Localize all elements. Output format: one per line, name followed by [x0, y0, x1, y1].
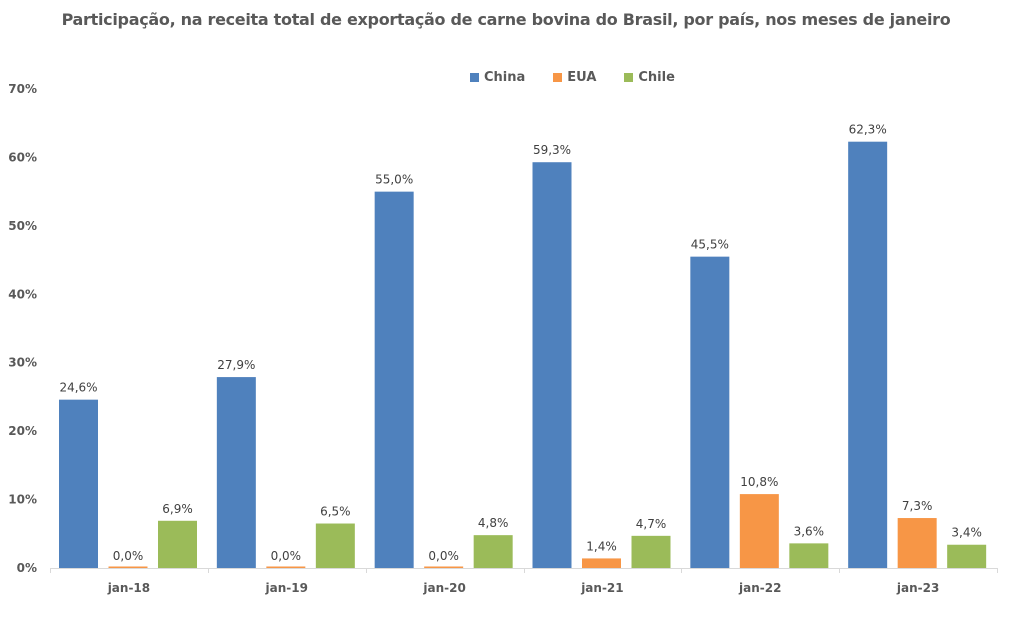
- data-label: 0,0%: [113, 549, 144, 563]
- y-tick-label: 0%: [17, 561, 37, 575]
- bar-chile-jan-22: [789, 543, 829, 568]
- data-label: 1,4%: [586, 539, 617, 553]
- bar-eua-jan-19: [266, 566, 306, 568]
- data-label: 0,0%: [428, 549, 459, 563]
- y-tick-label: 70%: [8, 82, 37, 96]
- bar-eua-jan-22: [739, 494, 779, 568]
- x-tick-label: jan-21: [580, 581, 623, 595]
- y-tick-label: 40%: [8, 287, 37, 301]
- legend-swatch-china: [470, 72, 479, 82]
- legend: China EUA Chile: [470, 68, 675, 86]
- bar-china-jan-21: [532, 162, 572, 568]
- legend-swatch-chile: [624, 72, 634, 82]
- legend-item-eua: EUA: [553, 68, 596, 86]
- data-label: 7,3%: [902, 499, 933, 513]
- data-label: 45,5%: [691, 238, 729, 252]
- y-tick-label: 50%: [8, 219, 37, 233]
- legend-item-china: China: [470, 68, 525, 86]
- y-tick-label: 10%: [8, 493, 37, 507]
- data-label: 59,3%: [533, 143, 571, 157]
- chart-title: Participação, na receita total de export…: [61, 10, 951, 29]
- bar-eua-jan-18: [108, 566, 148, 568]
- x-tick-label: jan-23: [896, 581, 939, 595]
- data-label: 3,4%: [951, 526, 982, 540]
- bar-eua-jan-21: [582, 558, 621, 568]
- y-tick-label: 30%: [8, 356, 37, 370]
- legend-label-eua: EUA: [567, 69, 597, 85]
- data-label: 4,8%: [478, 516, 509, 530]
- bar-eua-jan-20: [424, 566, 464, 568]
- x-tick-label: jan-18: [107, 581, 150, 595]
- data-label: 4,7%: [636, 517, 667, 531]
- data-label: 62,3%: [849, 123, 887, 137]
- data-label: 6,5%: [320, 505, 351, 519]
- bar-chile-jan-19: [315, 523, 355, 568]
- x-tick-label: jan-20: [422, 581, 465, 595]
- y-tick-label: 20%: [8, 424, 37, 438]
- y-tick-label: 60%: [8, 150, 37, 164]
- legend-swatch-eua: [553, 72, 563, 82]
- legend-item-chile: Chile: [624, 68, 675, 86]
- legend-label-chile: Chile: [638, 69, 675, 85]
- data-label: 27,9%: [217, 358, 255, 372]
- bar-china-jan-22: [690, 256, 730, 568]
- bar-chile-jan-20: [473, 535, 513, 568]
- data-label: 10,8%: [740, 475, 778, 489]
- bar-china-jan-18: [59, 399, 98, 568]
- bar-chile-jan-23: [947, 544, 987, 568]
- bar-chile-jan-21: [631, 535, 671, 568]
- legend-label-china: China: [484, 69, 526, 85]
- x-tick-label: jan-22: [738, 581, 781, 595]
- bar-china-jan-20: [374, 191, 414, 568]
- data-label: 24,6%: [59, 381, 97, 395]
- data-label: 55,0%: [375, 173, 413, 187]
- bar-eua-jan-23: [897, 518, 937, 568]
- x-tick-label: jan-19: [265, 581, 308, 595]
- data-label: 0,0%: [271, 549, 302, 563]
- bar-china-jan-23: [848, 141, 888, 568]
- data-label: 6,9%: [162, 502, 193, 516]
- data-label: 3,6%: [794, 524, 825, 538]
- bar-chile-jan-18: [158, 520, 197, 568]
- bar-china-jan-19: [216, 377, 256, 568]
